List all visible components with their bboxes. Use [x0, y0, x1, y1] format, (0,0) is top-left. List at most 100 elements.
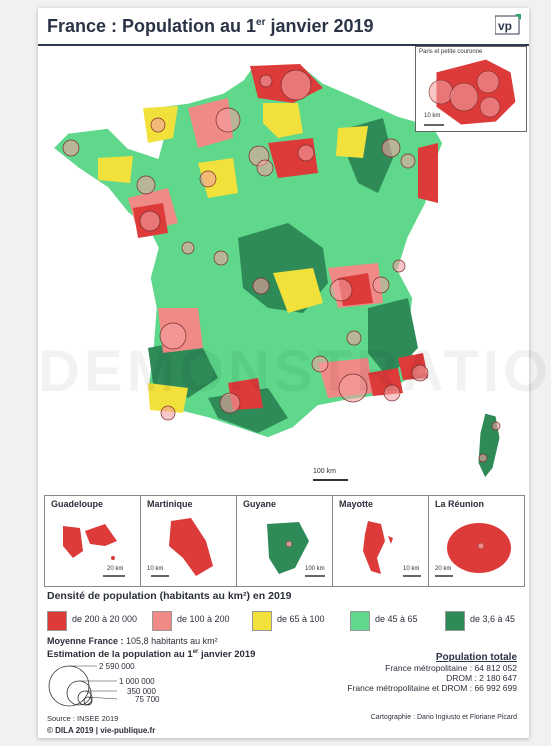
- dom-name: Guyane: [243, 499, 277, 509]
- moyenne-france: Moyenne France : 105,8 habitants au km²: [47, 636, 218, 646]
- legend-swatch: [47, 611, 67, 631]
- circle-herault: [311, 355, 329, 373]
- circle-seine-maritime: [215, 107, 241, 133]
- legend-classes: de 200 à 20 000 de 100 à 200 de 65 à 100…: [47, 610, 527, 631]
- region-aisne: [263, 103, 303, 138]
- circle-nord: [280, 69, 312, 101]
- map-card: France : Population au 1er janvier 2019 …: [38, 8, 551, 738]
- dom-guadeloupe: Guadeloupe 20 km: [44, 495, 141, 587]
- circle-haute-savoie: [392, 259, 406, 273]
- population-line: France métropolitaine et DROM : 66 992 6…: [347, 683, 517, 693]
- legend-swatch: [252, 611, 272, 631]
- legend-item: de 100 à 200: [152, 610, 242, 631]
- circle-haute-garonne: [219, 392, 241, 414]
- circle-corse-sud: [478, 453, 488, 463]
- svg-text:vp: vp: [498, 19, 512, 33]
- legend-label: de 3,6 à 45: [470, 614, 516, 624]
- region-landes: [148, 338, 218, 398]
- legend-label: de 65 à 100: [277, 614, 325, 624]
- population-line: France métropolitaine : 64 812 052: [385, 663, 517, 673]
- dom-name: Martinique: [147, 499, 193, 509]
- region-marne: [336, 126, 368, 158]
- circle-legend-label: 1 000 000: [119, 677, 155, 686]
- circle-essonne: [256, 159, 274, 177]
- dom-scale: 10 km: [403, 566, 420, 572]
- legend-swatch: [350, 611, 370, 631]
- dom-scale: 20 km: [107, 566, 124, 572]
- circle-moselle: [381, 138, 401, 158]
- legend-swatch: [152, 611, 172, 631]
- region-cotes-armor: [98, 156, 133, 183]
- map-title: France : Population au 1er janvier 2019: [47, 16, 374, 36]
- dom-scale: 20 km: [435, 566, 452, 572]
- population-heading: Population totale: [435, 652, 517, 663]
- dom-name: Guadeloupe: [51, 499, 104, 509]
- circle-haute-corse: [491, 421, 501, 431]
- watermark: DEMONSTRATION: [38, 339, 551, 404]
- circle-size-legend: 2 590 000 1 000 000 350 000 75 700: [47, 662, 207, 710]
- circle-isere: [372, 276, 390, 294]
- circle-pyrenees-atlantiques: [160, 405, 176, 421]
- circle-var: [383, 384, 401, 402]
- dom-name: La Réunion: [435, 499, 484, 509]
- title-bar: France : Population au 1er janvier 2019 …: [38, 8, 529, 46]
- main-scale-label: 100 km: [313, 468, 336, 475]
- legend-label: de 200 à 20 000: [72, 614, 138, 624]
- region-puy: [273, 268, 323, 313]
- population-circles: [62, 69, 501, 463]
- circle-bouches-du-rhone: [338, 373, 368, 403]
- population-line: DROM : 2 180 647: [446, 673, 517, 683]
- footer-credit: © DILA 2019 | vie-publique.fr: [47, 726, 156, 735]
- metropolitan-france-map: [51, 63, 501, 481]
- circle-sarthe: [199, 170, 217, 188]
- circle-legend-label: 2 590 000: [99, 662, 135, 671]
- circle-bas-rhin: [400, 153, 416, 169]
- dom-scale: 100 km: [305, 566, 325, 572]
- dom-guyane: Guyane 100 km: [236, 495, 333, 587]
- vie-publique-logo: vp: [495, 14, 521, 35]
- overseas-row: Guadeloupe 20 km Martinique 10 km Guyane: [44, 495, 525, 587]
- population-totale: Population totale France métropolitaine …: [347, 652, 517, 693]
- circle-hauts-de-seine: [428, 79, 454, 105]
- circle-puy-de-dome: [252, 277, 270, 295]
- dom-name: Mayotte: [339, 499, 374, 509]
- region-gers: [148, 383, 188, 413]
- circle-ille-vilaine: [136, 175, 156, 195]
- paris-inset-map: [424, 58, 517, 126]
- legend-label: de 100 à 200: [177, 614, 230, 624]
- circle-gironde: [159, 322, 187, 350]
- circle-val-de-marne: [479, 96, 501, 118]
- region-sarthe: [198, 158, 238, 198]
- source: Source : INSEE 2019: [47, 714, 119, 723]
- circle-maine-et-loire: [181, 241, 195, 255]
- legend-item: de 3,6 à 45: [445, 610, 527, 631]
- estimation-title: Estimation de la population au 1er janvi…: [47, 649, 256, 661]
- circle-paris: [449, 82, 479, 112]
- legend-label: de 45 à 65: [375, 614, 418, 624]
- paris-inset-label: Paris et petite couronne: [419, 49, 483, 55]
- legend-item: de 200 à 20 000: [47, 610, 142, 631]
- circle-marne: [297, 144, 315, 162]
- circle-alpes-maritimes: [411, 364, 429, 382]
- circle-legend-label: 350 000: [127, 687, 156, 696]
- region-alsace: [418, 143, 438, 203]
- circle-seine-saint-denis: [476, 70, 500, 94]
- paris-inset-scale: 10 km: [424, 113, 441, 119]
- dom-scale: 10 km: [147, 566, 164, 572]
- legend-item: de 65 à 100: [252, 610, 342, 631]
- legend-item: de 45 à 65: [350, 610, 440, 631]
- legend-title: Densité de population (habitants au km²)…: [47, 590, 292, 602]
- dom-martinique: Martinique 10 km: [140, 495, 237, 587]
- dom-la-reunion: La Réunion 20 km: [428, 495, 525, 587]
- circle-drome: [346, 330, 362, 346]
- legend-swatch: [445, 611, 465, 631]
- cartographie-credit: Cartographie : Dario Ingiusto et Florian…: [370, 714, 517, 721]
- circle-pas-de-calais: [259, 74, 273, 88]
- circle-rhone: [329, 278, 353, 302]
- circle-vienne: [213, 250, 229, 266]
- circle-loire-atlantique: [139, 210, 161, 232]
- circle-legend-label: 75 700: [135, 695, 160, 704]
- paris-inset: Paris et petite couronne 10 km: [415, 46, 527, 132]
- circle-finistere: [62, 139, 80, 157]
- dom-mayotte: Mayotte 10 km: [332, 495, 429, 587]
